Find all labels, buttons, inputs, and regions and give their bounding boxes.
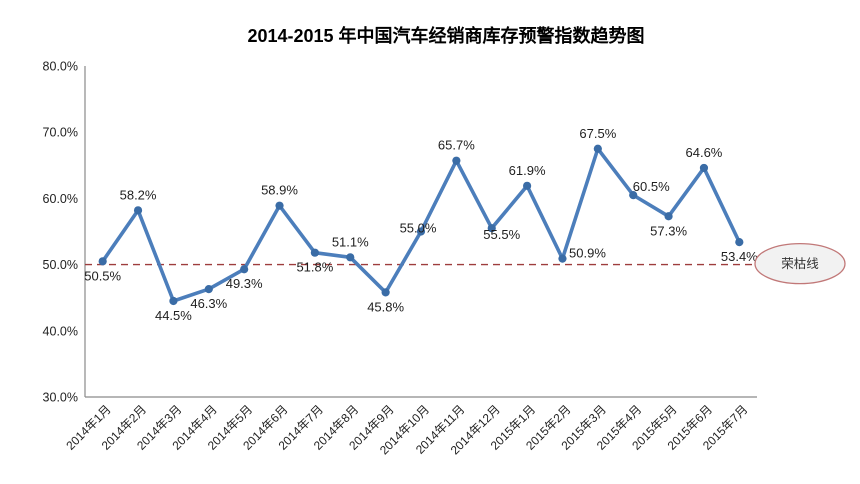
y-tick-label: 30.0% [43,391,78,405]
data-label: 46.3% [190,296,227,311]
data-label: 49.3% [226,276,263,291]
data-label: 50.5% [84,268,121,283]
data-label: 58.9% [261,183,298,198]
data-label: 44.5% [155,308,192,323]
data-point-marker [629,190,638,200]
y-tick-label: 70.0% [43,126,78,140]
data-point-marker [699,163,709,173]
data-label: 45.8% [367,299,404,314]
data-point-marker [310,248,319,257]
data-label: 53.4% [721,249,758,264]
data-point-marker [98,257,107,266]
data-label: 65.7% [438,138,475,153]
data-point-marker [381,288,390,297]
data-point-marker [240,265,249,274]
data-point-marker [169,296,178,306]
data-point-marker [523,181,532,190]
data-point-marker [487,224,496,233]
data-label: 67.5% [579,126,616,141]
data-point-marker [275,201,284,210]
data-label: 60.5% [633,179,670,194]
y-tick-label: 80.0% [43,60,78,74]
data-label: 64.6% [686,145,723,160]
data-label: 58.2% [120,187,157,202]
data-label: 57.3% [650,223,687,238]
data-label: 55.0% [400,221,437,236]
y-tick-label: 60.0% [43,192,78,206]
boom-bust-line-label: 荣枯线 [781,256,819,271]
data-point-marker [346,253,355,262]
data-point-marker [735,237,744,247]
y-tick-label: 50.0% [43,258,78,272]
chart-title: 2014-2015 年中国汽车经销商库存预警指数趋势图 [247,26,645,46]
boom-bust-line-oval [754,242,846,285]
data-label: 51.8% [296,260,333,275]
data-label: 51.1% [332,234,369,249]
data-point-marker [416,227,426,236]
data-point-marker [133,206,143,215]
data-point-marker [593,144,602,153]
data-label: 50.9% [569,246,606,261]
data-point-marker [452,156,461,165]
data-point-marker [664,212,673,221]
data-label: 61.9% [509,163,546,178]
y-tick-label: 40.0% [43,324,78,338]
data-point-marker [558,254,567,263]
data-point-marker [204,284,213,294]
data-label: 55.5% [483,227,520,242]
